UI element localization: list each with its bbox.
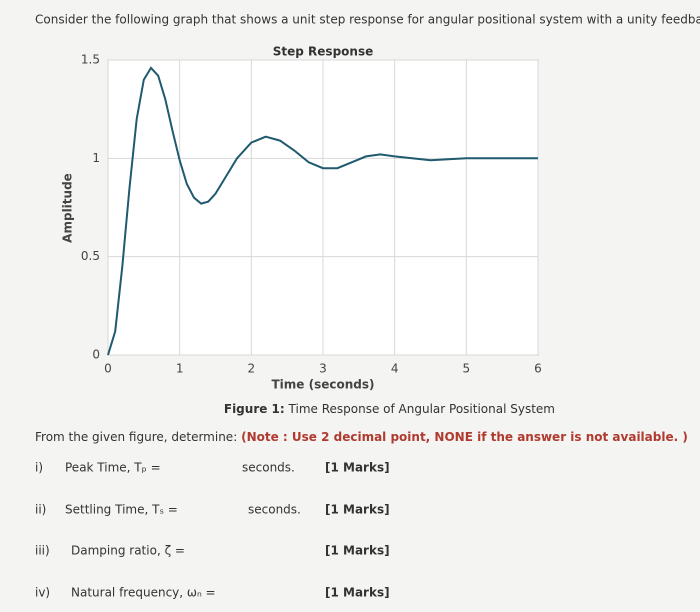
x-tick-label: 2 bbox=[248, 362, 256, 376]
chart-title: Step Response bbox=[273, 45, 373, 59]
x-tick-label: 4 bbox=[391, 362, 399, 376]
instruction-text: From the given figure, determine: bbox=[35, 430, 237, 444]
item-label: Peak Time, Tₚ = bbox=[65, 461, 161, 475]
question: Consider the following graph that shows … bbox=[35, 13, 700, 27]
caption-label: Figure 1: bbox=[224, 402, 285, 416]
item-label: Settling Time, Tₛ = bbox=[65, 503, 178, 517]
y-axis-label: Amplitude bbox=[61, 173, 75, 243]
caption-text: Time Response of Angular Positional Syst… bbox=[288, 402, 555, 416]
y-tick-label: 1.5 bbox=[81, 53, 100, 67]
y-tick-label: 0.5 bbox=[81, 249, 100, 263]
x-tick-label: 6 bbox=[534, 362, 542, 376]
x-tick-label: 3 bbox=[319, 362, 327, 376]
y-tick-label: 1 bbox=[92, 151, 100, 165]
item-marks: [1 Marks] bbox=[325, 503, 390, 517]
y-tick-label: 0 bbox=[92, 348, 100, 362]
caption: Figure 1: Time Response of Angular Posit… bbox=[224, 402, 555, 416]
item-unit: seconds. bbox=[242, 461, 295, 475]
note: (Note : Use 2 decimal point, NONE if the… bbox=[241, 430, 688, 444]
x-tick-label: 5 bbox=[463, 362, 471, 376]
item-number: iii) bbox=[35, 544, 50, 558]
item-marks: [1 Marks] bbox=[325, 586, 390, 600]
item-marks: [1 Marks] bbox=[325, 461, 390, 475]
x-tick-label: 1 bbox=[176, 362, 184, 376]
item-label: Natural frequency, ωₙ = bbox=[71, 586, 216, 600]
item-number: ii) bbox=[35, 503, 46, 517]
item-label: Damping ratio, ζ = bbox=[71, 544, 185, 558]
item-number: iv) bbox=[35, 586, 50, 600]
item-number: i) bbox=[35, 461, 43, 475]
response-line bbox=[107, 66, 538, 356]
x-tick-label: 0 bbox=[104, 362, 112, 376]
instruction: From the given figure, determine: (Note … bbox=[35, 430, 688, 444]
x-axis-label: Time (seconds) bbox=[271, 378, 374, 392]
item-marks: [1 Marks] bbox=[325, 544, 390, 558]
item-unit: seconds. bbox=[248, 503, 301, 517]
